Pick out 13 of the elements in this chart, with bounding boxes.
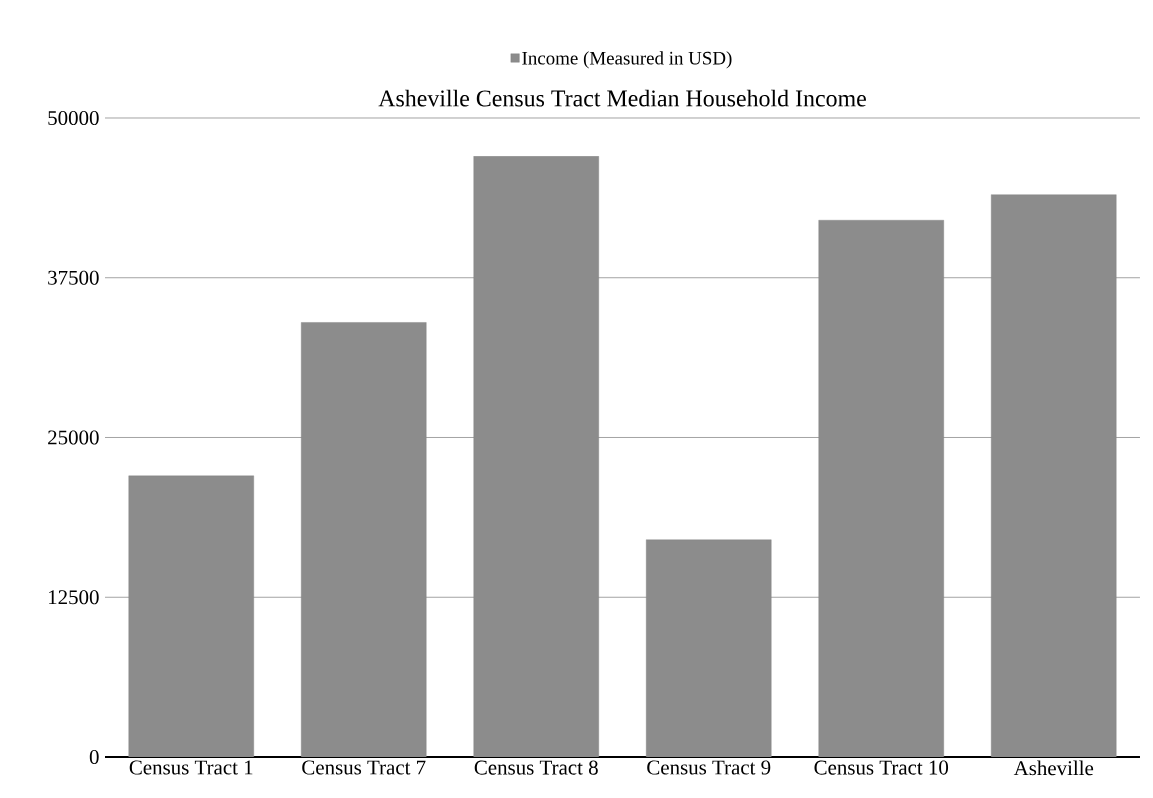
y-tick-label: 50000: [48, 110, 99, 126]
y-tick-label: 37500: [48, 270, 99, 285]
x-tick-label: Census Tract 9: [647, 760, 771, 775]
y-tick-label: 0: [89, 749, 99, 765]
x-tick-label: Census Tract 7: [302, 760, 426, 775]
x-tick-label: Census Tract 10: [814, 760, 949, 775]
y-tick-label: 12500: [49, 590, 99, 605]
chart-title: Asheville Census Tract Median Household Income: [378, 89, 866, 107]
y-tick-label: 25000: [48, 430, 99, 445]
x-tick-label: Census Tract 1: [129, 760, 253, 775]
legend-label: Income (Measured in USD): [522, 51, 732, 69]
x-tick-label: Census Tract 8: [474, 760, 598, 775]
x-tick-label: Asheville: [1013, 760, 1094, 776]
